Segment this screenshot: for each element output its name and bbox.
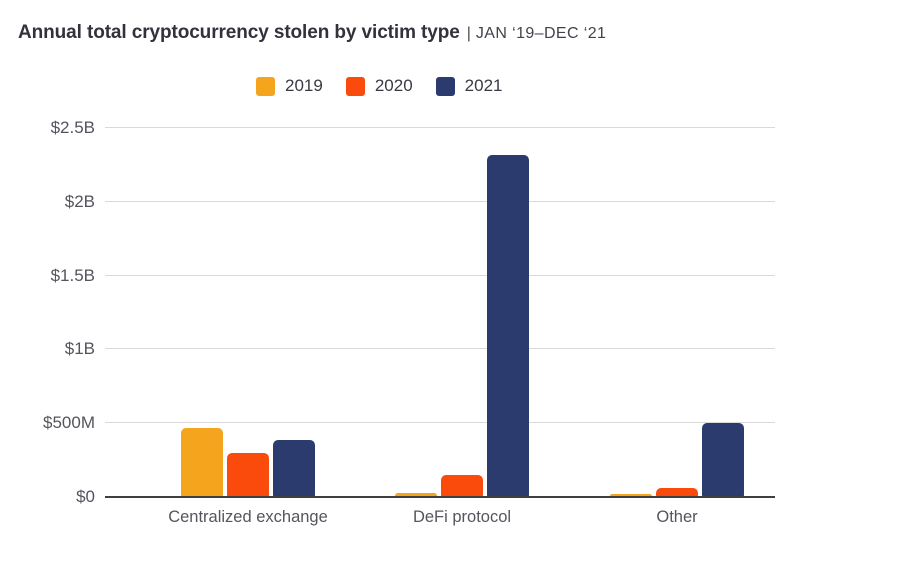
bar-2021 bbox=[702, 423, 744, 497]
legend-label: 2019 bbox=[285, 76, 323, 95]
bar-2020 bbox=[441, 474, 483, 497]
bar-2020 bbox=[656, 488, 698, 497]
legend-item-2020: 2020 bbox=[345, 76, 413, 96]
x-axis-label: Other bbox=[656, 508, 698, 526]
y-tick-label: $1.5B bbox=[50, 265, 95, 285]
gridline bbox=[105, 422, 775, 424]
bar-2019 bbox=[395, 493, 437, 497]
legend-label: 2021 bbox=[464, 76, 503, 95]
chart-title-separator: | bbox=[466, 25, 471, 42]
bar-2019 bbox=[181, 428, 223, 497]
gridline bbox=[105, 127, 775, 128]
bar-2019 bbox=[610, 494, 652, 497]
bar-group-other bbox=[610, 128, 744, 497]
bar-2021 bbox=[487, 154, 529, 497]
x-axis-label: Centralized exchange bbox=[168, 508, 328, 526]
chart-title-main: Annual total cryptocurrency stolen by vi… bbox=[18, 22, 460, 43]
bar-2021 bbox=[273, 440, 315, 497]
y-tick-label: $2.5B bbox=[50, 118, 95, 137]
y-tick-label: $500M bbox=[43, 413, 95, 433]
x-axis-line bbox=[105, 496, 775, 498]
x-axis-label: DeFi protocol bbox=[412, 508, 512, 526]
chart-title-period: JAN ‘19–DEC ‘21 bbox=[475, 25, 607, 42]
gridline bbox=[105, 348, 775, 350]
gridline bbox=[105, 200, 775, 202]
y-tick-label: $0 bbox=[76, 487, 95, 506]
legend-swatch-2019 bbox=[256, 76, 275, 96]
gridline bbox=[105, 274, 775, 276]
legend-item-2019: 2019 bbox=[256, 76, 323, 96]
legend-label: 2020 bbox=[374, 76, 413, 95]
plot-area bbox=[105, 127, 775, 498]
legend-swatch-2021 bbox=[435, 76, 455, 96]
y-tick-label: $2B bbox=[64, 191, 95, 211]
legend-swatch-2020 bbox=[345, 76, 365, 96]
y-tick-label: $1B bbox=[64, 339, 95, 359]
bar-group-centralized-exchange bbox=[181, 128, 315, 497]
legend: 2019 2020 2021 bbox=[256, 76, 502, 96]
bar-2020 bbox=[227, 452, 269, 497]
legend-item-2021: 2021 bbox=[435, 76, 503, 96]
bar-group-defi-protocol bbox=[395, 128, 529, 497]
chart-title: Annual total cryptocurrency stolen by vi… bbox=[18, 22, 606, 44]
y-axis: $0 $500M $1B $1.5B $2B $2.5B bbox=[0, 118, 95, 506]
